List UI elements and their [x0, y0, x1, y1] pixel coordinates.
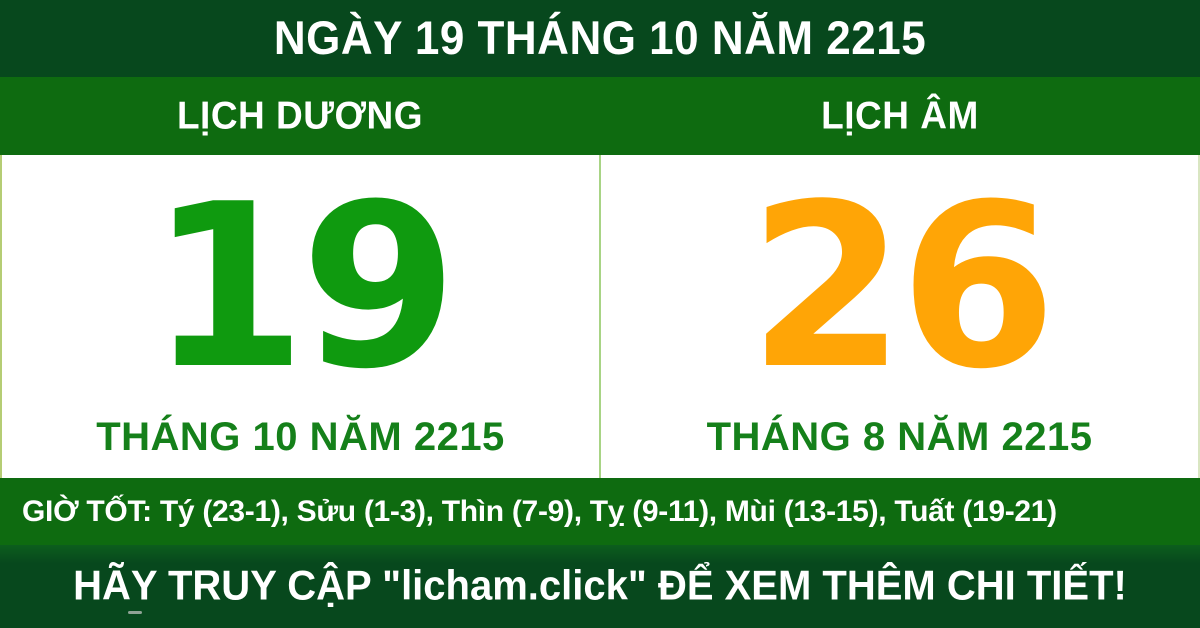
solar-day-number: 19 — [149, 156, 458, 419]
lunar-label-cell: LỊCH ÂM — [600, 77, 1200, 155]
smudge-mark — [128, 611, 142, 614]
lunar-month-year: THÁNG 8 NĂM 2215 — [706, 415, 1093, 459]
solar-panel: 19 THÁNG 10 NĂM 2215 — [2, 155, 601, 478]
good-hours-text: GIỜ TỐT: Tý (23-1), Sửu (1-3), Thìn (7-9… — [22, 494, 1057, 528]
solar-label-cell: LỊCH DƯƠNG — [0, 77, 600, 155]
good-hours-bar: GIỜ TỐT: Tý (23-1), Sửu (1-3), Thìn (7-9… — [0, 478, 1200, 545]
calendar-body: 19 THÁNG 10 NĂM 2215 26 THÁNG 8 NĂM 2215 — [0, 155, 1200, 614]
footer-cta-text: HÃY TRUY CẬP "licham.click" ĐỂ XEM THÊM … — [73, 562, 1127, 610]
calendar-type-row: LỊCH DƯƠNG LỊCH ÂM — [0, 77, 1200, 155]
lunar-calendar-label: LỊCH ÂM — [821, 93, 979, 137]
solar-calendar-label: LỊCH DƯƠNG — [176, 93, 424, 137]
lunar-day-number: 26 — [748, 156, 1057, 419]
page-title: NGÀY 19 THÁNG 10 NĂM 2215 — [273, 11, 927, 65]
date-header-bar: NGÀY 19 THÁNG 10 NĂM 2215 — [0, 0, 1200, 77]
footer-bar: HÃY TRUY CẬP "licham.click" ĐỂ XEM THÊM … — [0, 545, 1200, 628]
lunar-panel: 26 THÁNG 8 NĂM 2215 — [601, 155, 1198, 478]
solar-month-year: THÁNG 10 NĂM 2215 — [96, 415, 505, 459]
